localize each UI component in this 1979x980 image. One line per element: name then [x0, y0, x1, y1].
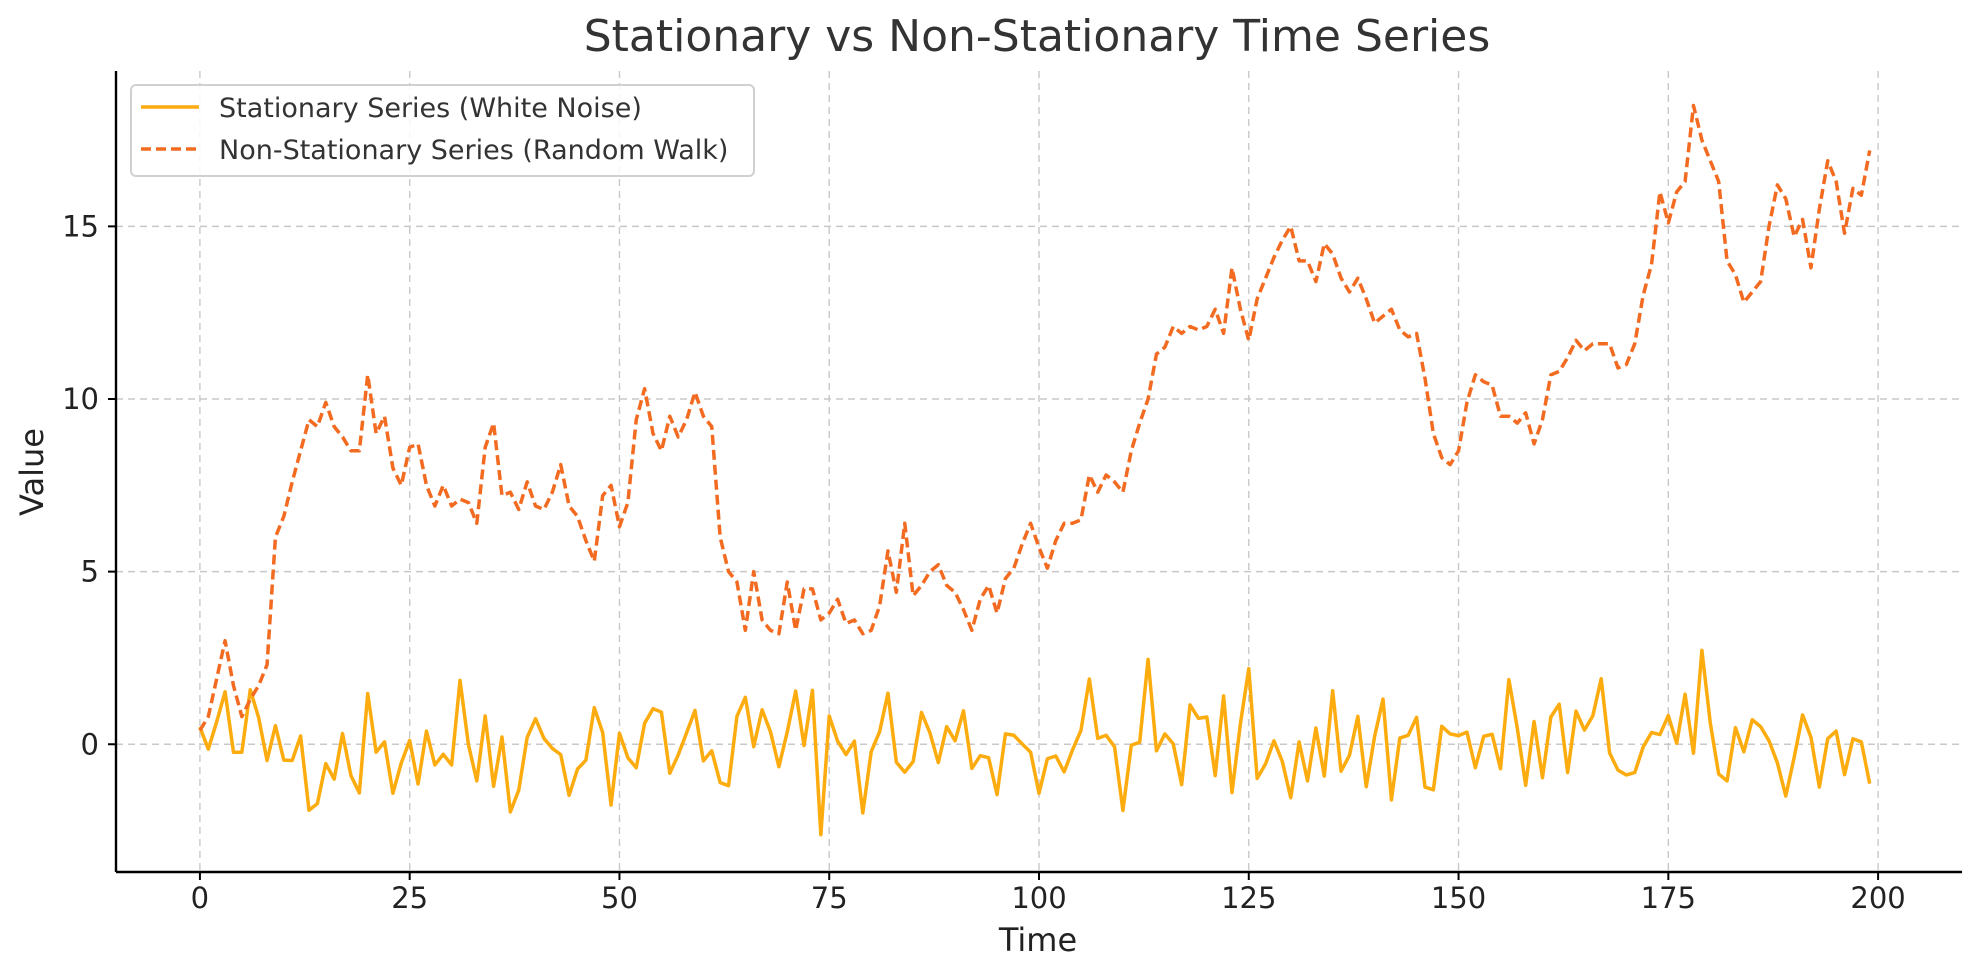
- legend: Stationary Series (White Noise) Non-Stat…: [130, 84, 755, 177]
- ticks: 0 25 50 75 100 125 150 175 200 0 5 10 15: [62, 209, 1906, 915]
- legend-box: [130, 84, 755, 177]
- x-tick-label: 50: [601, 881, 638, 915]
- series-line-stationary: [198, 648, 1872, 837]
- y-tick-label: 5: [81, 555, 99, 589]
- x-tick-label: 125: [1221, 881, 1276, 915]
- x-tick-label: 150: [1431, 881, 1486, 915]
- y-tick-label: 0: [81, 727, 99, 761]
- x-tick-label: 175: [1641, 881, 1696, 915]
- legend-label-random-walk: Non-Stationary Series (Random Walk): [219, 135, 728, 166]
- x-tick-label: 100: [1011, 881, 1066, 915]
- legend-label-stationary: Stationary Series (White Noise): [219, 93, 642, 124]
- x-tick-label: 200: [1850, 881, 1905, 915]
- x-tick-label: 25: [391, 881, 428, 915]
- grid: [116, 71, 1962, 872]
- chart-title: Stationary vs Non-Stationary Time Series: [584, 11, 1491, 62]
- y-tick-label: 15: [62, 209, 99, 243]
- x-tick-label: 75: [811, 881, 848, 915]
- x-tick-label: 0: [191, 881, 209, 915]
- plot-area: [198, 103, 1872, 837]
- series-line-random-walk: [198, 103, 1872, 732]
- y-axis-label: Value: [13, 428, 51, 516]
- x-axis-label: Time: [998, 921, 1077, 959]
- y-tick-label: 10: [62, 382, 99, 416]
